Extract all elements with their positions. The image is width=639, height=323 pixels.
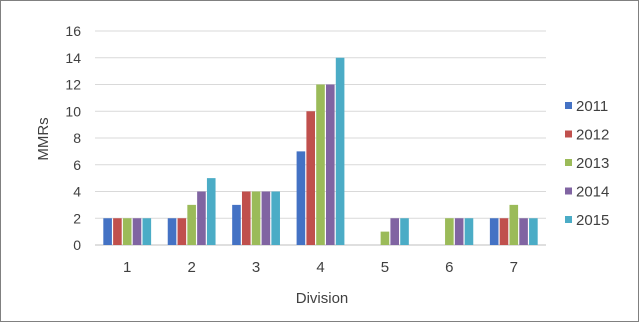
x-tick-label: 7: [510, 259, 518, 276]
bar-2015-division-3: [271, 191, 280, 245]
bar-2011-division-2: [167, 218, 177, 245]
bars: [103, 57, 538, 245]
y-tick-label: 10: [65, 103, 81, 119]
legend-label: 2011: [576, 98, 608, 115]
bar-2015-division-5: [400, 218, 409, 245]
bar-2013-division-4: [316, 84, 325, 245]
bar-2012-division-2: [177, 218, 187, 245]
bar-2014-division-3: [261, 191, 271, 245]
bar-2012-division-1: [113, 218, 122, 245]
bar-2013-division-1: [122, 218, 132, 245]
legend-label: 2013: [576, 155, 609, 172]
x-tick-labels: 1 2 3 4 5 6 7: [123, 259, 518, 276]
y-tick-labels: 0 2 4 6 8 10 12 14 16: [65, 23, 81, 253]
bar-2015-division-2: [206, 178, 216, 245]
bar-2013-division-7: [509, 204, 519, 245]
x-tick-label: 1: [123, 259, 131, 276]
y-tick-label: 12: [65, 77, 81, 93]
bar-2014-division-2: [197, 191, 206, 245]
bar-2011-division-1: [103, 218, 112, 245]
bar-2015-division-1: [142, 218, 152, 245]
bar-2014-division-7: [519, 218, 528, 245]
bar-2011-division-3: [232, 204, 241, 245]
y-tick-label: 0: [73, 237, 81, 253]
bar-2012-division-4: [306, 111, 315, 245]
x-tick-label: 6: [445, 259, 453, 276]
legend-swatch: [565, 102, 572, 109]
legend-label: 2015: [576, 212, 609, 229]
y-tick-label: 4: [73, 184, 81, 200]
bar-2013-division-3: [251, 191, 261, 245]
bar-2012-division-7: [499, 218, 509, 245]
y-tick-label: 6: [73, 157, 81, 173]
legend-swatch: [565, 216, 572, 223]
y-tick-label: 16: [65, 23, 81, 39]
bar-2014-division-4: [326, 84, 335, 245]
bar-2013-division-6: [445, 218, 454, 245]
x-tick-label: 4: [316, 259, 324, 276]
x-tick-label: 2: [187, 259, 195, 276]
legend: 2011 2012 2013 2014 2015: [565, 98, 609, 229]
bar-2011-division-4: [296, 151, 306, 245]
bar-2014-division-1: [132, 218, 142, 245]
y-tick-label: 2: [73, 210, 81, 226]
bar-2015-division-6: [464, 218, 474, 245]
bar-2015-division-7: [529, 218, 538, 245]
bar-2013-division-2: [187, 204, 196, 245]
legend-swatch: [565, 159, 572, 166]
bar-2014-division-6: [454, 218, 464, 245]
bar-2013-division-5: [380, 231, 390, 245]
legend-swatch: [565, 130, 572, 138]
legend-swatch: [565, 187, 572, 195]
legend-label: 2014: [576, 184, 609, 201]
y-tick-label: 8: [73, 130, 81, 146]
y-axis-label: MMRs: [35, 117, 52, 160]
bar-2015-division-4: [335, 57, 345, 245]
bar-2011-division-7: [489, 218, 499, 245]
y-tick-label: 14: [65, 50, 81, 66]
x-tick-label: 5: [381, 259, 389, 276]
x-axis-label: Division: [296, 290, 349, 307]
bar-2014-division-5: [390, 218, 400, 245]
bar-2012-division-3: [241, 191, 251, 245]
x-tick-label: 3: [252, 259, 260, 276]
legend-label: 2012: [576, 127, 609, 144]
